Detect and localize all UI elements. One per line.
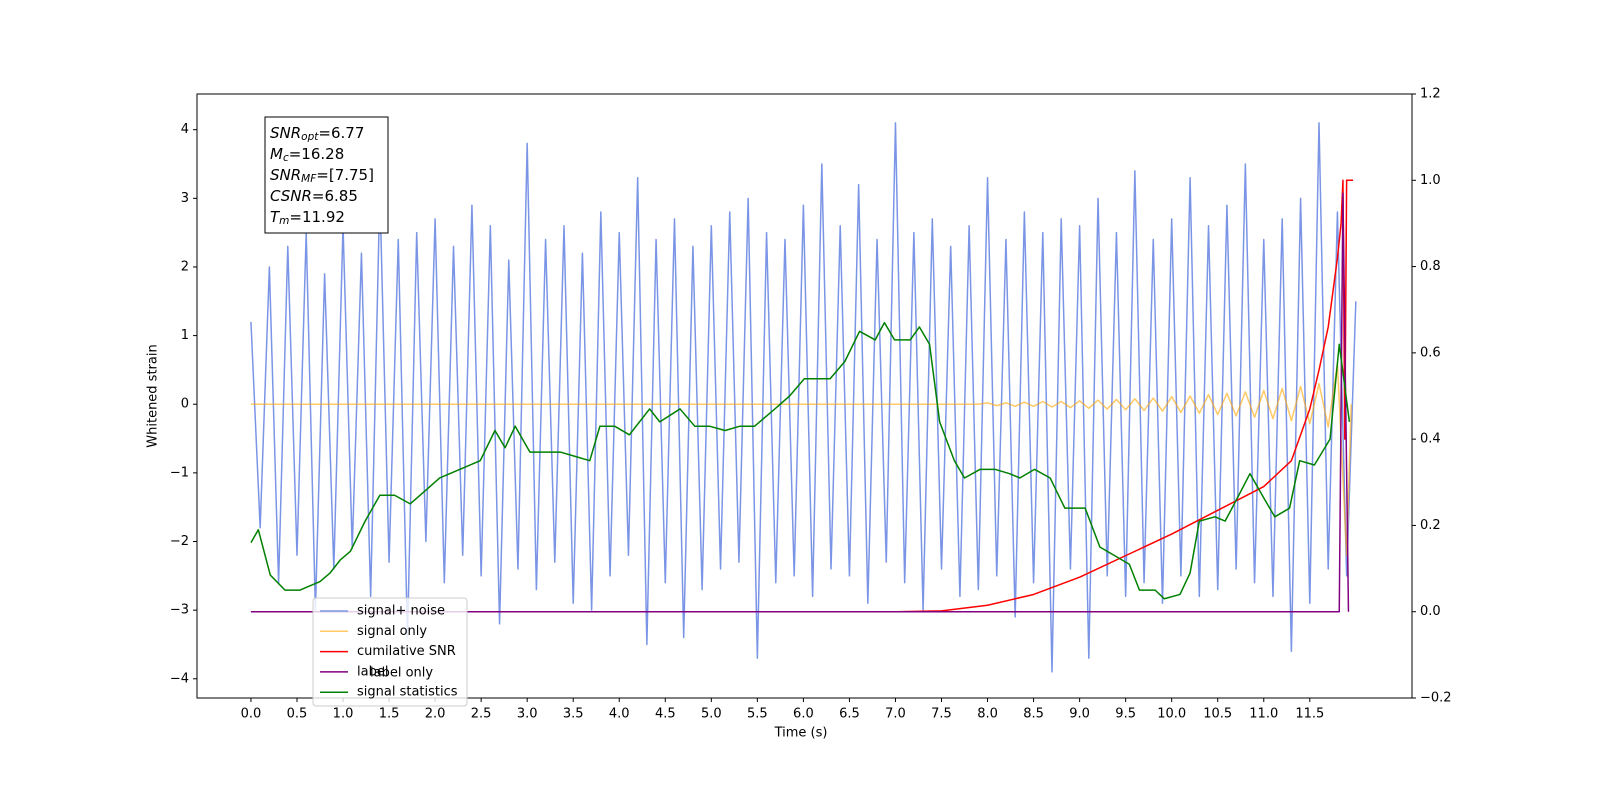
annotation-line: Tm=11.92	[270, 208, 345, 228]
annotation-symbol: SNR	[270, 124, 301, 142]
x-tick-label: 1.0	[333, 707, 354, 722]
annotation-subscript: m	[279, 215, 289, 227]
annotation-subscript: MF	[301, 173, 317, 185]
annotation-subscript: c	[283, 152, 289, 164]
annotation-subscript: opt	[301, 131, 319, 143]
x-tick-label: 9.0	[1069, 707, 1090, 722]
x-tick-label: 7.0	[885, 707, 906, 722]
x-tick-label: 7.5	[931, 707, 952, 722]
x-tick-label: 10.5	[1203, 707, 1232, 722]
y-axis-label: Whitened strain	[146, 344, 161, 447]
annotation-frame	[264, 116, 389, 234]
series-line	[250, 321, 1351, 600]
y2-tick-label: 0.6	[1420, 345, 1441, 360]
x-tick-label: 8.0	[977, 707, 998, 722]
y-tick-label: 3	[181, 191, 189, 206]
x-axis-label: Time (s)	[774, 726, 828, 741]
annotation-value: =16.28	[289, 145, 345, 163]
legend: label only signal+ noise signal only cumila…	[312, 597, 468, 707]
x-tick-label: 4.5	[655, 707, 676, 722]
annotation-symbol: CSNR	[270, 187, 312, 205]
annotation-line: SNRopt=6.77	[270, 124, 364, 144]
series-line	[250, 179, 1354, 613]
x-tick-label: 3.5	[563, 707, 584, 722]
y2-tick-label: 0.2	[1420, 518, 1441, 533]
y2-tick-label: 0.0	[1420, 604, 1441, 619]
legend-frame	[312, 597, 468, 707]
annotation-line: SNRMF=[7.75]	[270, 166, 374, 186]
x-tick-label: 5.0	[701, 707, 722, 722]
annotation-value: =11.92	[289, 208, 345, 226]
series-line	[250, 192, 1350, 613]
x-tick-label: 5.5	[747, 707, 768, 722]
legend-label: signal only	[357, 624, 427, 639]
y2-tick-label: 0.4	[1420, 432, 1441, 447]
annotation-symbol: SNR	[270, 166, 301, 184]
y-tick-label: 0	[181, 397, 189, 412]
x-tick-label: 6.5	[839, 707, 860, 722]
series-line	[250, 122, 1357, 673]
x-tick-label: 9.5	[1115, 707, 1136, 722]
y-tick-label: 4	[181, 122, 189, 137]
annotation-line: CSNR=6.85	[270, 187, 358, 205]
legend-label: signal+ noise	[357, 604, 445, 619]
legend-label: label	[357, 664, 388, 679]
y-tick-label: −3	[170, 603, 189, 618]
x-tick-label: 6.0	[793, 707, 814, 722]
x-tick-label: 0.0	[241, 707, 262, 722]
annotation-line: Mc=16.28	[270, 145, 344, 165]
y-tick-label: 2	[181, 259, 189, 274]
x-tick-label: 1.5	[379, 707, 400, 722]
legend-ghost: label only	[370, 666, 433, 681]
series-line	[250, 362, 1352, 556]
x-tick-label: 11.5	[1295, 707, 1324, 722]
x-tick-label: 8.5	[1023, 707, 1044, 722]
plot-frame	[196, 93, 1413, 699]
x-tick-label: 2.5	[471, 707, 492, 722]
y2-tick-label: 0.8	[1420, 259, 1441, 274]
y-tick-label: −4	[170, 671, 189, 686]
y-tick-label: −2	[170, 534, 189, 549]
annotation-value: =6.85	[312, 187, 358, 205]
annotation-value: =[7.75]	[316, 166, 374, 184]
x-tick-label: 0.5	[287, 707, 308, 722]
x-tick-label: 3.0	[517, 707, 538, 722]
y2-tick-label: −0.2	[1420, 691, 1452, 706]
annotation-symbol: T	[270, 208, 281, 226]
y2-tick-label: 1.2	[1420, 87, 1441, 102]
x-tick-label: 2.0	[425, 707, 446, 722]
legend-label: signal statistics	[357, 685, 458, 700]
y-tick-label: −1	[170, 465, 189, 480]
y2-tick-label: 1.0	[1420, 173, 1441, 188]
y-tick-label: 1	[181, 328, 189, 343]
annotation-box: SNRopt=6.77Mc=16.28SNRMF=[7.75]CSNR=6.85…	[264, 116, 389, 234]
x-tick-label: 11.0	[1249, 707, 1278, 722]
x-tick-label: 4.0	[609, 707, 630, 722]
annotation-value: =6.77	[318, 124, 364, 142]
x-tick-label: 10.0	[1157, 707, 1186, 722]
annotation-symbol: M	[270, 145, 283, 163]
legend-label: cumilative SNR	[357, 644, 456, 659]
